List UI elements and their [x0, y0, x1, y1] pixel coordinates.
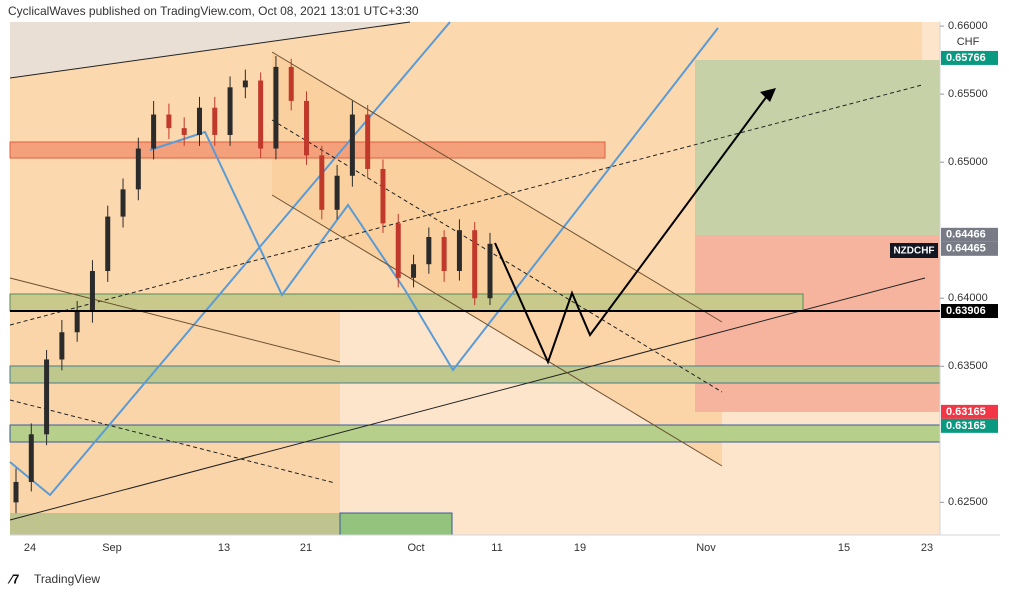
- price-label: 0.65766: [946, 52, 986, 64]
- candle-body: [487, 243, 493, 299]
- support-box: [10, 513, 340, 535]
- candle-body: [105, 216, 111, 272]
- candle-body: [181, 128, 187, 135]
- candle-body: [472, 230, 478, 299]
- x-tick-label: 19: [574, 542, 586, 554]
- candle-body: [380, 168, 386, 224]
- trend-lines: [9, 21, 926, 521]
- arrow-head: [760, 88, 776, 102]
- candle-body: [135, 148, 141, 190]
- candle-body: [426, 236, 432, 265]
- blue-lines: [9, 21, 719, 497]
- price-label-bg: [941, 404, 998, 419]
- candle-body: [89, 271, 95, 312]
- candle-body: [151, 114, 157, 149]
- footer: TradingView: [34, 572, 100, 586]
- y-tick-label: 0.65000: [948, 156, 988, 168]
- candle-body: [441, 236, 447, 272]
- candle-body: [456, 230, 462, 272]
- candle-body: [258, 80, 264, 149]
- candles: [13, 56, 493, 514]
- candle-body: [13, 481, 19, 503]
- x-tick-label: 24: [24, 542, 36, 554]
- currency: CHF: [957, 36, 980, 48]
- target-box: [695, 60, 940, 235]
- price-label-bg: [941, 50, 998, 65]
- price-label-bg: [941, 418, 998, 433]
- price-axis: [940, 22, 1000, 535]
- candle-body: [166, 114, 172, 129]
- price-label-bg: [941, 241, 998, 256]
- candle-body: [242, 80, 248, 88]
- support-box: [9, 424, 941, 443]
- y-tick-label: 0.62500: [948, 496, 988, 508]
- zone: [10, 297, 340, 535]
- x-tick-label: Nov: [696, 542, 716, 554]
- candle-body: [212, 107, 218, 135]
- candle-body: [334, 175, 340, 210]
- candle-body: [395, 223, 401, 278]
- x-tick-label: 15: [838, 542, 850, 554]
- support-box: [9, 365, 941, 384]
- x-tick-label: 11: [491, 542, 502, 554]
- price-label-bg: [941, 227, 998, 242]
- y-tick-label: 0.65500: [948, 88, 988, 100]
- candle-body: [365, 114, 371, 169]
- y-tick-label: 0.64000: [948, 292, 988, 304]
- x-tick-label: Oct: [407, 542, 424, 554]
- price-label-bg: [941, 304, 998, 319]
- candle-body: [304, 100, 310, 156]
- candle-body: [288, 66, 294, 101]
- candle-body: [59, 332, 65, 360]
- candle-body: [120, 189, 126, 217]
- price-label: 0.63906: [946, 305, 986, 317]
- y-tick-label: 0.66000: [948, 20, 988, 32]
- candle-body: [196, 107, 202, 135]
- header: CyclicalWaves published on TradingView.c…: [8, 4, 419, 18]
- price-label: 0.64465: [946, 243, 986, 255]
- logo: ⁄7: [7, 571, 19, 586]
- candle-body: [273, 66, 279, 149]
- price-label: 0.63165: [946, 420, 986, 432]
- support-box: [339, 512, 453, 536]
- price-label: 0.64466: [946, 229, 986, 241]
- candle-body: [44, 359, 50, 435]
- candle-body: [319, 155, 325, 210]
- stop-box: [695, 235, 940, 412]
- x-tick-label: 23: [921, 542, 933, 554]
- x-tick-label: Sep: [102, 542, 122, 554]
- candle-body: [349, 114, 355, 176]
- x-tick-label: 21: [300, 542, 312, 554]
- y-tick-label: 0.63500: [948, 360, 988, 372]
- candle-body: [28, 434, 34, 482]
- symbol-bg: [890, 243, 938, 258]
- candle-body: [74, 311, 80, 333]
- projection: [494, 91, 771, 365]
- x-tick-label: 13: [218, 542, 230, 554]
- candle-body: [411, 264, 417, 278]
- symbol-label: NZDCHF: [893, 246, 934, 257]
- price-label: 0.63165: [946, 406, 986, 418]
- candle-body: [227, 87, 233, 135]
